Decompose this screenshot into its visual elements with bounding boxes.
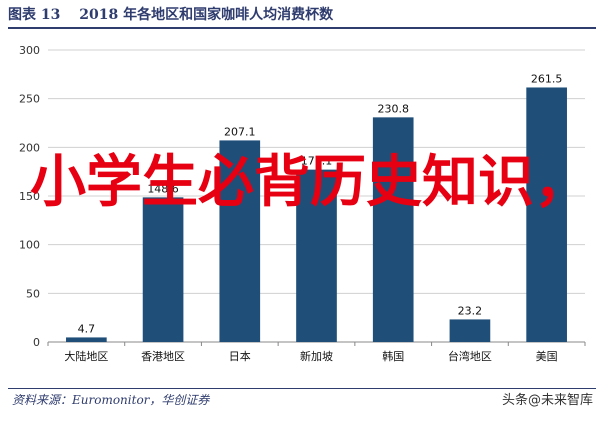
- credit-watermark: 头条@未来智库: [501, 393, 593, 408]
- category-label: 台湾地区: [448, 349, 492, 363]
- data-label: 261.5: [531, 72, 563, 85]
- bar: [526, 87, 567, 342]
- category-label: 美国: [536, 350, 558, 363]
- y-tick-label: 250: [19, 93, 40, 106]
- y-tick-label: 150: [19, 190, 40, 203]
- y-tick-label: 0: [33, 336, 40, 349]
- bar: [142, 197, 184, 342]
- title-divider: [8, 27, 596, 29]
- chart-title: 2018 年各地区和国家咖啡人均消费杯数: [79, 7, 334, 23]
- category-label: 大陆地区: [64, 349, 108, 363]
- bar-chart: 0 50 100 150 200 250 300 4.7 大陆地区 148.6 香港地区 207.1 日…: [19, 44, 586, 363]
- data-label: 207.1: [224, 125, 256, 138]
- bar: [372, 117, 414, 342]
- y-tick-label: 200: [19, 141, 40, 154]
- data-label: 4.7: [78, 322, 96, 335]
- bar: [219, 140, 261, 342]
- y-tick-label: 300: [19, 44, 40, 57]
- category-label: 新加坡: [300, 349, 333, 363]
- data-label: 23.2: [458, 304, 483, 317]
- category-label: 日本: [229, 349, 251, 363]
- bar: [296, 169, 337, 342]
- y-tick-label: 100: [19, 239, 40, 252]
- bar: [449, 319, 491, 342]
- category-label: 韩国: [382, 349, 404, 363]
- data-label: 177.1: [301, 155, 333, 168]
- source-note: 资料来源：Euromonitor，华创证券: [12, 393, 210, 407]
- chart-title-bar: 图表 13 2018 年各地区和国家咖啡人均消费杯数: [8, 4, 598, 26]
- category-label: 香港地区: [141, 350, 185, 363]
- source-divider: [8, 388, 596, 389]
- data-label: 230.8: [377, 102, 409, 115]
- data-label: 148.6: [147, 182, 179, 195]
- bar: [66, 337, 107, 342]
- y-tick-label: 50: [26, 287, 40, 300]
- figure-label: 图表 13: [8, 7, 61, 23]
